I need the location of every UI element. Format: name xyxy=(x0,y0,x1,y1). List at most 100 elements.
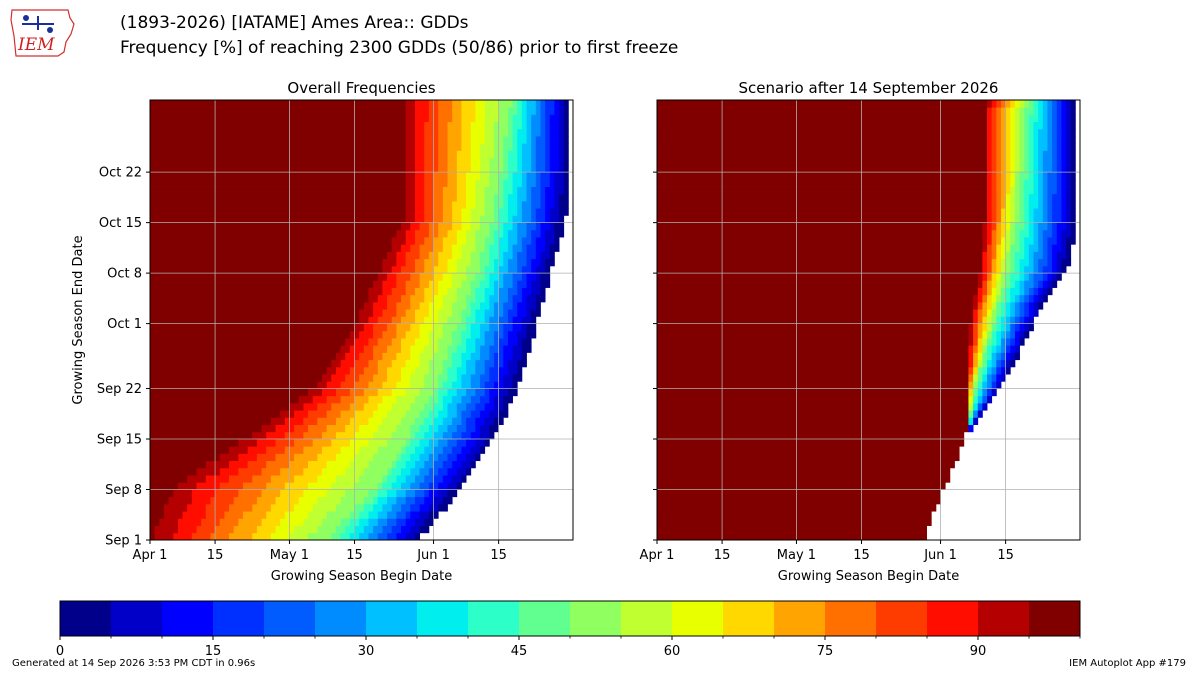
heatmap-cell-run xyxy=(405,251,421,260)
heatmap-cell-run xyxy=(326,511,351,519)
heatmap-cell-run xyxy=(1070,143,1076,151)
heatmap-cell-run xyxy=(419,503,430,512)
heatmap-cell-run xyxy=(340,345,351,353)
heatmap-cell-run xyxy=(507,287,518,296)
heatmap-cell-run xyxy=(1005,215,1011,224)
heatmap-cell-run xyxy=(987,121,993,130)
heatmap-cell-run xyxy=(1066,157,1072,166)
heatmap-cell-run xyxy=(657,280,979,288)
heatmap-cell-run xyxy=(396,323,411,332)
heatmap-cell-run xyxy=(150,287,369,296)
heatmap-cell-run xyxy=(968,402,974,411)
heatmap-cell-run xyxy=(484,294,490,303)
heatmap-cell-run xyxy=(507,338,518,346)
heatmap-cell-run xyxy=(401,244,411,252)
heatmap-cell-run xyxy=(340,446,360,454)
heatmap-cell-run xyxy=(442,417,453,425)
heatmap-cell-run xyxy=(475,402,486,411)
heatmap-cell-run xyxy=(563,172,569,180)
heatmap-cell-run xyxy=(270,417,286,425)
heatmap-cell-run xyxy=(973,316,979,324)
heatmap-cell-run xyxy=(987,280,993,288)
heatmap-cell-run xyxy=(1019,164,1025,173)
heatmap-cell-run xyxy=(321,467,346,476)
heatmap-cell-run xyxy=(1070,128,1076,137)
heatmap-cell-run xyxy=(507,366,518,375)
heatmap-cell-run xyxy=(493,215,500,224)
heatmap-cell-run xyxy=(1028,229,1034,238)
heatmap-cell-run xyxy=(563,143,569,151)
heatmap-cell-run xyxy=(503,301,513,310)
heatmap-cell-run xyxy=(382,258,397,267)
heatmap-cell-run xyxy=(1010,193,1016,202)
heatmap-cell-run xyxy=(424,431,434,440)
heatmap-cell-run xyxy=(996,164,1002,173)
heatmap-cell-run xyxy=(308,460,328,469)
heatmap-cell-run xyxy=(1005,265,1011,274)
heatmap-cell-run xyxy=(991,294,997,303)
heatmap-cell-run xyxy=(424,164,439,173)
heatmap-cell-run xyxy=(401,374,411,382)
heatmap-cell-run xyxy=(354,338,369,346)
heatmap-cell-run xyxy=(1024,294,1030,303)
heatmap-cell-run xyxy=(470,258,481,267)
heatmap-cell-run xyxy=(1028,200,1039,209)
heatmap-cell-run xyxy=(391,359,407,368)
heatmap-cell-run xyxy=(1024,157,1030,166)
heatmap-cell-run xyxy=(657,532,927,541)
heatmap-cell-run xyxy=(1024,301,1030,310)
heatmap-cell-run xyxy=(1019,100,1025,108)
heatmap-cell-run xyxy=(1038,179,1044,187)
heatmap-cell-run xyxy=(387,301,397,310)
heatmap-cell-run xyxy=(354,395,369,404)
heatmap-cell-run xyxy=(1005,294,1011,303)
heatmap-cell-run xyxy=(150,273,379,281)
heatmap-cell-run xyxy=(1033,301,1039,310)
heatmap-cell-run xyxy=(335,453,355,462)
heatmap-cell-run xyxy=(991,251,997,260)
heatmap-cell-run xyxy=(563,128,569,137)
heatmap-cell-run xyxy=(382,475,388,483)
heatmap-cell-run xyxy=(480,330,486,339)
heatmap-cell-run xyxy=(359,518,369,526)
heatmap-cell-run xyxy=(968,352,974,361)
heatmap-cell-run xyxy=(387,323,397,332)
heatmap-cell-run xyxy=(461,121,472,130)
heatmap-cell-run xyxy=(1038,200,1044,209)
heatmap-cell-run xyxy=(540,193,546,202)
heatmap-cell-run xyxy=(359,446,379,454)
heatmap-cell-run xyxy=(531,143,537,151)
heatmap-cell-run xyxy=(410,402,425,411)
heatmap-cell-run xyxy=(996,215,1002,224)
heatmap-cell-run xyxy=(973,330,979,339)
heatmap-cell-run xyxy=(987,323,993,332)
heatmap-cell-run xyxy=(410,352,421,361)
heatmap-cell-run xyxy=(303,402,318,411)
heatmap-cell-run xyxy=(242,482,267,490)
heatmap-cell-run xyxy=(424,402,434,411)
plot-frame xyxy=(656,99,1081,541)
heatmap-cell-run xyxy=(480,265,486,274)
heatmap-cell-run xyxy=(545,193,555,202)
heatmap-cell-run xyxy=(377,402,393,411)
heatmap-cell-run xyxy=(977,338,983,346)
heatmap-cell-run xyxy=(456,424,467,433)
heatmap-cell-run xyxy=(996,150,1002,159)
heatmap-cell-run xyxy=(982,265,988,274)
heatmap-cell-run xyxy=(1005,200,1011,209)
heatmap-cell-run xyxy=(405,460,416,469)
heatmap-cell-run xyxy=(526,273,537,281)
heatmap-cell-run xyxy=(1066,208,1072,216)
heatmap-cell-run xyxy=(1010,294,1016,303)
heatmap-cell-run xyxy=(405,287,416,296)
heatmap-cell-run xyxy=(396,496,407,505)
y-tick-label: Oct 1 xyxy=(107,317,142,332)
heatmap-cell-run xyxy=(1038,164,1044,173)
heatmap-cell-run xyxy=(982,301,988,310)
heatmap-cell-run xyxy=(368,439,388,447)
heatmap-cell-run xyxy=(517,359,527,368)
heatmap-cell-run xyxy=(1019,244,1025,252)
heatmap-cell-run xyxy=(466,345,476,353)
heatmap-cell-run xyxy=(517,330,527,339)
heatmap-cell-run xyxy=(1047,200,1053,209)
